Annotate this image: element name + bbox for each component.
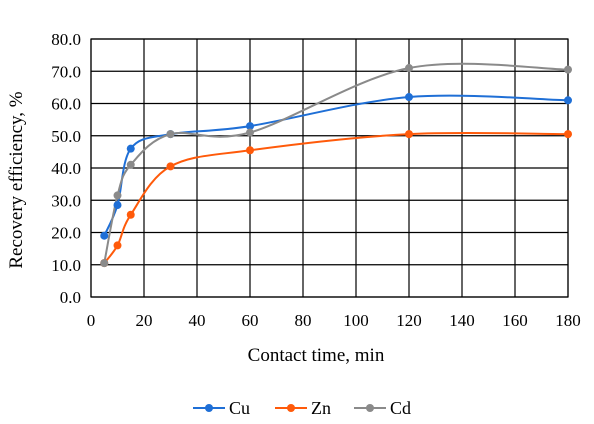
x-tick-label: 100 [343,311,369,330]
data-point-cd [166,130,175,139]
data-point-cd [246,128,254,137]
x-tick-label: 20 [136,311,153,330]
legend-label-cu: Cu [229,398,250,418]
y-tick-label: 30.0 [51,191,81,210]
data-point-cd [564,65,572,74]
x-tick-labels: 0 20 40 60 80 100 120 140 160 180 [87,311,581,330]
grid-lines [90,38,569,298]
x-tick-label: 60 [242,311,259,330]
data-point-cu [113,201,122,210]
x-tick-label: 120 [396,311,422,330]
data-point-zn [405,130,413,139]
y-tick-label: 80.0 [51,30,81,49]
data-point-zn [113,241,122,250]
y-tick-label: 50.0 [51,127,81,146]
x-tick-label: 180 [555,311,581,330]
data-point-cu [405,93,413,102]
data-point-zn [126,210,135,219]
y-tick-label: 10.0 [51,256,81,275]
series-line-cd [103,62,569,264]
x-tick-label: 80 [295,311,312,330]
legend-marker-cd [366,404,374,412]
legend: Cu Zn Cd [193,398,411,418]
data-point-cd [100,259,109,268]
series-line-zn [103,131,569,264]
data-point-cu [246,122,254,131]
series-line-cu [103,94,569,237]
x-tick-label: 40 [189,311,206,330]
y-axis-title: Recovery efficiency, % [6,91,27,268]
x-axis-title: Contact time, min [248,345,385,366]
legend-label-cd: Cd [390,398,411,418]
data-point-zn [564,130,572,139]
data-point-cu [564,96,572,105]
legend-marker-zn [287,404,295,412]
data-point-cu [126,144,135,153]
data-point-zn [166,162,175,171]
data-point-cd [113,191,122,200]
y-tick-label: 70.0 [51,62,81,81]
x-tick-label: 0 [87,311,96,330]
data-point-cd [405,64,413,73]
data-point-zn [246,146,254,155]
x-tick-label: 140 [449,311,475,330]
y-tick-label: 40.0 [51,159,81,178]
series-lines [100,62,572,268]
legend-marker-cu [205,404,213,412]
y-tick-labels: 0.0 10.0 20.0 30.0 40.0 50.0 60.0 70.0 80.0 [51,30,81,307]
x-tick-label: 160 [502,311,528,330]
data-point-cu [100,231,109,240]
y-tick-label: 20.0 [51,224,81,243]
y-tick-label: 0.0 [60,288,81,307]
data-point-cd [126,160,135,169]
legend-label-zn: Zn [311,398,331,418]
y-tick-label: 60.0 [51,95,81,114]
